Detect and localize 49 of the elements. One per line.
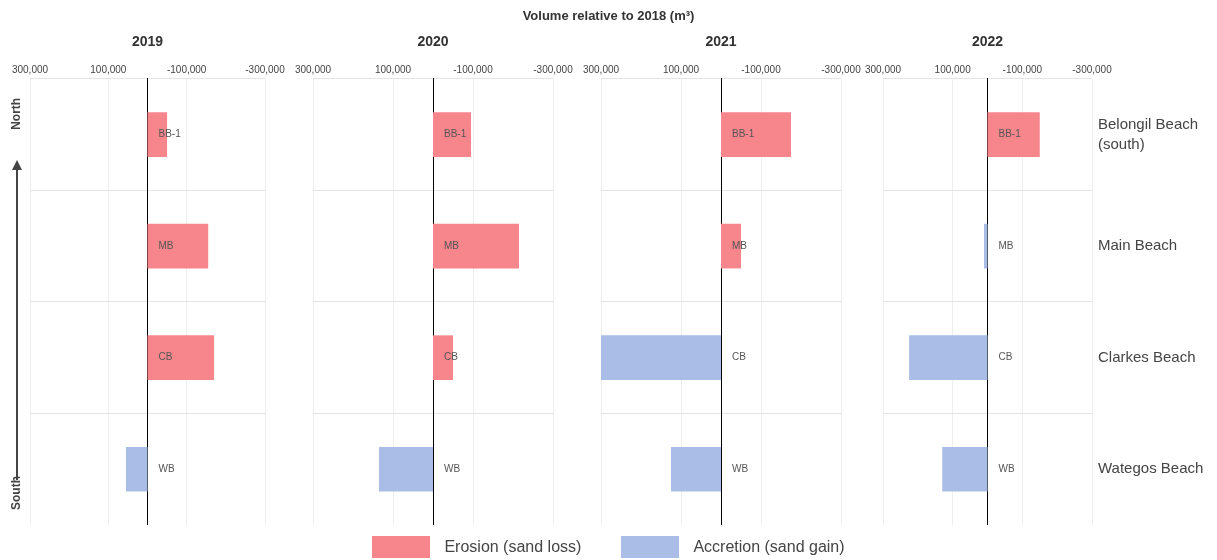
y-tick-label: BB-1 [998,128,1022,140]
y-tick-label: WB [158,462,175,474]
chart-title: 2022 [971,33,1004,50]
text: Volume relative to 2018 (m³) [521,8,696,23]
y-tick-label: MB [158,239,174,251]
y-tick-label: MB [998,239,1014,251]
x-tick-label: -100,000 [741,63,782,75]
chart-title: 2020 [417,33,449,50]
bar [987,112,1040,157]
x-tick-label: -100,000 [166,63,207,75]
y-tick-label: MB [444,239,460,251]
bar [942,446,988,492]
chart-title: 2019 [131,33,164,50]
y-tick-label: CB [998,351,1013,363]
x-tick-label: -100,000 [1002,63,1043,75]
x-tick-label: 100,000 [662,63,700,75]
x-tick-label: 300,000 [582,63,620,75]
x-tick-label: -300,000 [1072,63,1113,75]
y-tick-label: CB [158,351,173,363]
text: Wategos Beach [1098,459,1204,477]
x-tick-label: 300,000 [11,63,49,75]
x-tick-label: -300,000 [533,63,574,75]
text: Clarkes Beach [1098,347,1196,365]
x-tick-label: 100,000 [90,63,127,75]
text: South [9,476,24,510]
y-tick-label: WB [444,462,461,474]
bar [721,112,791,157]
x-tick-label: 100,000 [374,63,412,75]
legend-label: Erosion (sand loss) [444,538,582,556]
text: Main Beach [1098,236,1178,254]
x-tick-label: 100,000 [934,63,972,75]
x-tick-label: 300,000 [864,63,902,75]
bar [984,223,988,269]
x-tick-label: -100,000 [453,63,494,75]
x-tick-label: -300,000 [245,63,286,75]
y-tick-label: CB [732,351,747,363]
bar [671,446,721,492]
y-tick-label: WB [732,462,749,474]
bar [601,335,721,380]
y-tick-label: BB-1 [444,128,467,140]
legend-label: Accretion (sand gain) [693,538,845,556]
x-tick-label: 300,000 [294,63,332,75]
x-tick-label: -300,000 [821,63,862,75]
chart-title: 2021 [705,33,737,50]
text: Belongil Beach (south) [1098,114,1199,152]
bar [909,335,988,380]
text: North [9,97,24,130]
y-tick-label: BB-1 [732,128,755,140]
y-tick-label: WB [998,462,1015,474]
